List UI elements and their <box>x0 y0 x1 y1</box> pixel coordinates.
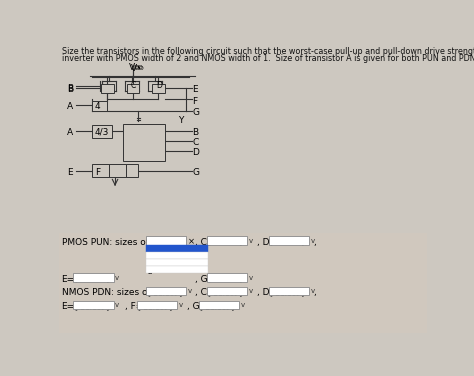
Text: F: F <box>192 97 198 106</box>
Text: [ Select ]: [ Select ] <box>208 288 242 297</box>
Text: [ Select ]: [ Select ] <box>147 246 187 255</box>
Text: G: G <box>192 168 200 177</box>
Text: Size the transistors in the following circuit such that the worst-case pull-up a: Size the transistors in the following ci… <box>62 47 474 56</box>
Text: ×: × <box>188 238 195 247</box>
Text: 4: 4 <box>147 253 153 262</box>
Text: PMOS PUN: sizes of B=: PMOS PUN: sizes of B= <box>62 238 165 247</box>
Text: B: B <box>192 127 199 136</box>
Bar <box>92 100 107 111</box>
Bar <box>126 164 138 177</box>
Text: inverter with PMOS width of 2 and NMOS width of 1.  Size of transistor A is give: inverter with PMOS width of 2 and NMOS w… <box>62 54 474 62</box>
Text: v: v <box>248 238 253 244</box>
Text: [ Select ]: [ Select ] <box>75 302 109 311</box>
Text: D: D <box>192 147 200 156</box>
Text: 3: 3 <box>147 260 153 269</box>
Text: 4/3: 4/3 <box>94 127 109 136</box>
Bar <box>207 236 247 244</box>
Text: [ Select ]: [ Select ] <box>208 237 242 246</box>
Text: [ Select ]: [ Select ] <box>147 237 182 246</box>
Text: v: v <box>310 238 314 244</box>
Text: v: v <box>115 274 119 280</box>
Bar <box>101 83 113 93</box>
Bar <box>199 301 239 309</box>
Text: , G=: , G= <box>187 302 207 311</box>
Text: DD: DD <box>134 65 144 70</box>
Text: , C=: , C= <box>195 288 214 297</box>
Text: , D=: , D= <box>257 238 277 247</box>
Text: , D=: , D= <box>257 288 277 297</box>
Text: [ Select ]: [ Select ] <box>270 288 304 297</box>
Text: V: V <box>129 63 135 72</box>
Text: A: A <box>67 127 73 136</box>
Text: DD: DD <box>135 66 144 71</box>
Bar <box>207 287 247 296</box>
Bar <box>73 301 113 309</box>
Bar <box>146 287 186 296</box>
Bar <box>152 83 164 93</box>
Text: NMOS PDN: sizes of B=: NMOS PDN: sizes of B= <box>62 288 167 297</box>
Text: v: v <box>310 288 314 294</box>
Text: v: v <box>248 274 253 280</box>
Bar <box>127 83 139 93</box>
Bar <box>146 244 208 252</box>
Text: , G=: , G= <box>195 274 215 284</box>
Text: v: v <box>188 288 192 294</box>
Bar <box>146 266 208 273</box>
Text: E=: E= <box>62 274 75 284</box>
Text: 4: 4 <box>95 102 100 111</box>
Bar <box>146 259 208 266</box>
Text: E=: E= <box>62 302 75 311</box>
Text: B: B <box>67 83 73 92</box>
Text: , F=: , F= <box>125 302 143 311</box>
Text: v: v <box>248 288 253 294</box>
Bar <box>268 287 309 296</box>
Bar <box>92 125 112 138</box>
Text: F: F <box>95 168 100 177</box>
Text: v: v <box>179 302 182 308</box>
Text: [ Select ]: [ Select ] <box>75 274 109 283</box>
Bar <box>137 301 177 309</box>
Text: [ Select ]: [ Select ] <box>270 237 304 246</box>
Text: E: E <box>67 168 73 177</box>
Text: ,: , <box>313 288 316 297</box>
Text: 2: 2 <box>147 267 152 276</box>
Text: ,: , <box>313 238 316 247</box>
Text: E: E <box>192 85 198 94</box>
Bar <box>109 164 126 177</box>
Text: [ Select ]: [ Select ] <box>147 288 182 297</box>
Text: V: V <box>130 64 137 73</box>
Bar <box>146 252 208 259</box>
Text: v: v <box>115 302 119 308</box>
Text: Y: Y <box>178 116 183 125</box>
Text: [ Select ]: [ Select ] <box>138 302 173 311</box>
Bar <box>123 124 165 161</box>
Text: v: v <box>241 302 245 308</box>
Bar <box>146 236 186 244</box>
Text: C: C <box>130 81 136 90</box>
Bar <box>268 236 309 244</box>
Text: C: C <box>192 138 199 147</box>
Text: A: A <box>67 102 73 111</box>
Bar <box>92 164 109 177</box>
Text: G: G <box>192 108 200 117</box>
Text: [ Select ]: [ Select ] <box>201 302 235 311</box>
Text: [ Select ]: [ Select ] <box>208 274 242 283</box>
Text: D: D <box>156 81 162 90</box>
Text: , C=: , C= <box>195 238 214 247</box>
Text: B: B <box>67 85 73 94</box>
Bar <box>59 233 427 333</box>
Bar <box>73 273 113 282</box>
Bar <box>207 273 247 282</box>
